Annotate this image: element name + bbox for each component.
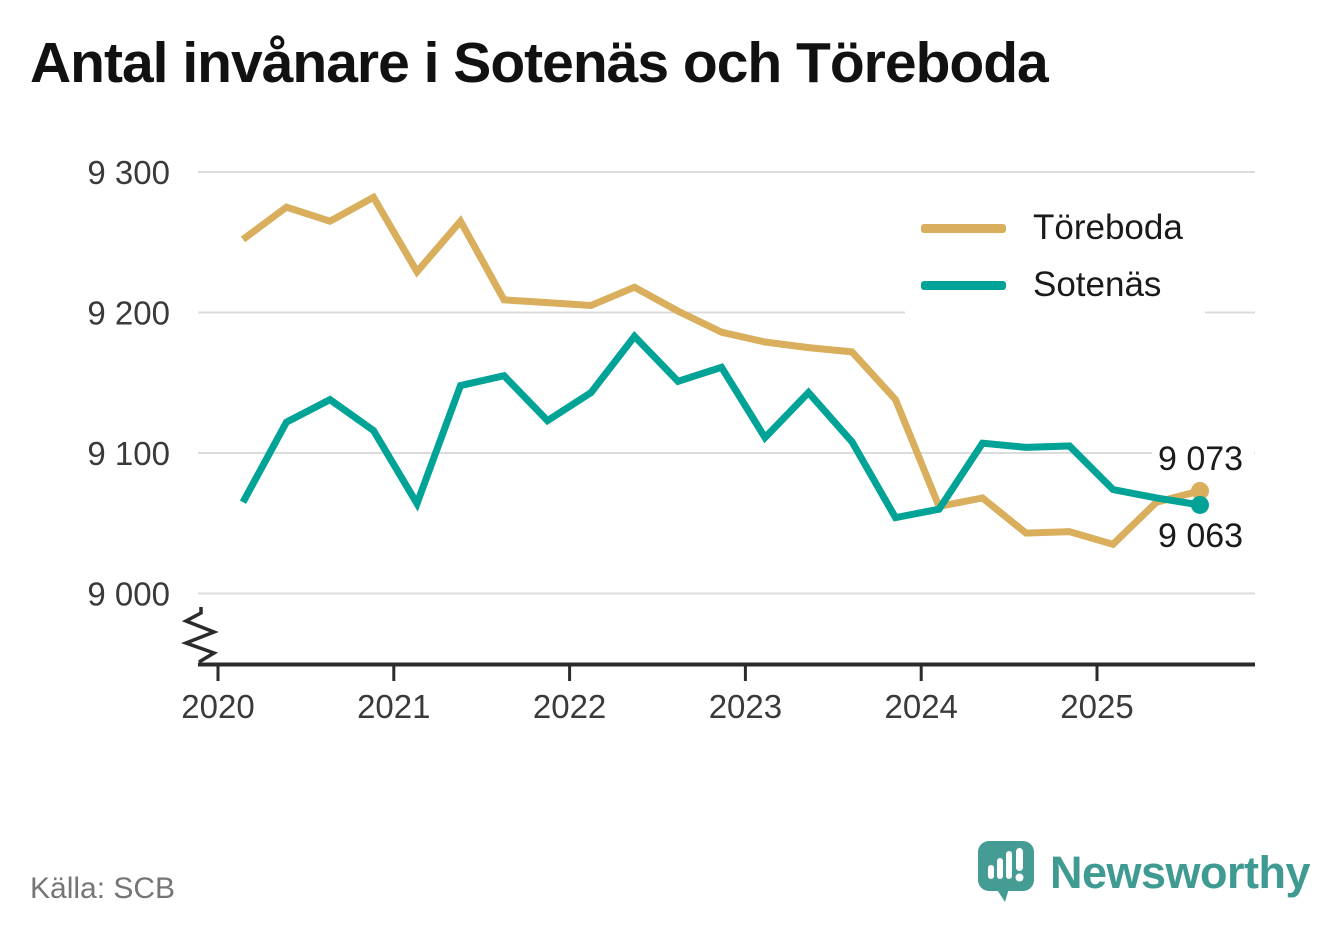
legend-label: Töreboda bbox=[1033, 208, 1183, 247]
end-value-label-töreboda: 9 073 bbox=[1158, 440, 1243, 478]
legend-swatch-icon bbox=[921, 280, 1006, 290]
series-line-töreboda bbox=[240, 192, 1201, 549]
source-note: Källa: SCB bbox=[30, 872, 176, 905]
legend-item-töreboda: Töreboda bbox=[921, 205, 1183, 251]
y-tick-label: 9 000 bbox=[87, 576, 170, 613]
newsworthy-icon bbox=[978, 841, 1034, 902]
axis-break-icon bbox=[181, 607, 219, 664]
legend: Töreboda Sotenäs bbox=[905, 197, 1205, 316]
y-tick-label: 9 100 bbox=[87, 435, 170, 472]
y-tick-label: 9 200 bbox=[87, 295, 170, 332]
x-tick-label: 2020 bbox=[181, 688, 254, 725]
x-tick-label: 2023 bbox=[709, 688, 782, 725]
end-dot-töreboda bbox=[1191, 481, 1209, 500]
end-label-bg bbox=[1152, 436, 1254, 479]
legend-swatch-icon bbox=[921, 223, 1006, 233]
end-dot-sotenäs bbox=[1191, 495, 1209, 514]
x-tick-label: 2021 bbox=[357, 688, 430, 725]
end-value-label-sotenäs: 9 063 bbox=[1158, 517, 1243, 555]
x-tick-label: 2025 bbox=[1060, 688, 1133, 725]
newsworthy-logo: Newsworthy bbox=[978, 841, 1311, 904]
chart-title: Antal invånare i Sotenäs och Töreboda bbox=[30, 31, 1049, 95]
y-tick-label: 9 300 bbox=[87, 154, 170, 191]
newsworthy-wordmark: Newsworthy bbox=[1050, 846, 1311, 898]
legend-item-sotenäs: Sotenäs bbox=[921, 262, 1183, 308]
legend-label: Sotenäs bbox=[1033, 265, 1162, 304]
x-tick-label: 2024 bbox=[884, 688, 957, 725]
end-label-bg bbox=[1152, 513, 1254, 556]
series-line-sotenäs bbox=[239, 331, 1201, 522]
x-tick-label: 2022 bbox=[533, 688, 606, 725]
